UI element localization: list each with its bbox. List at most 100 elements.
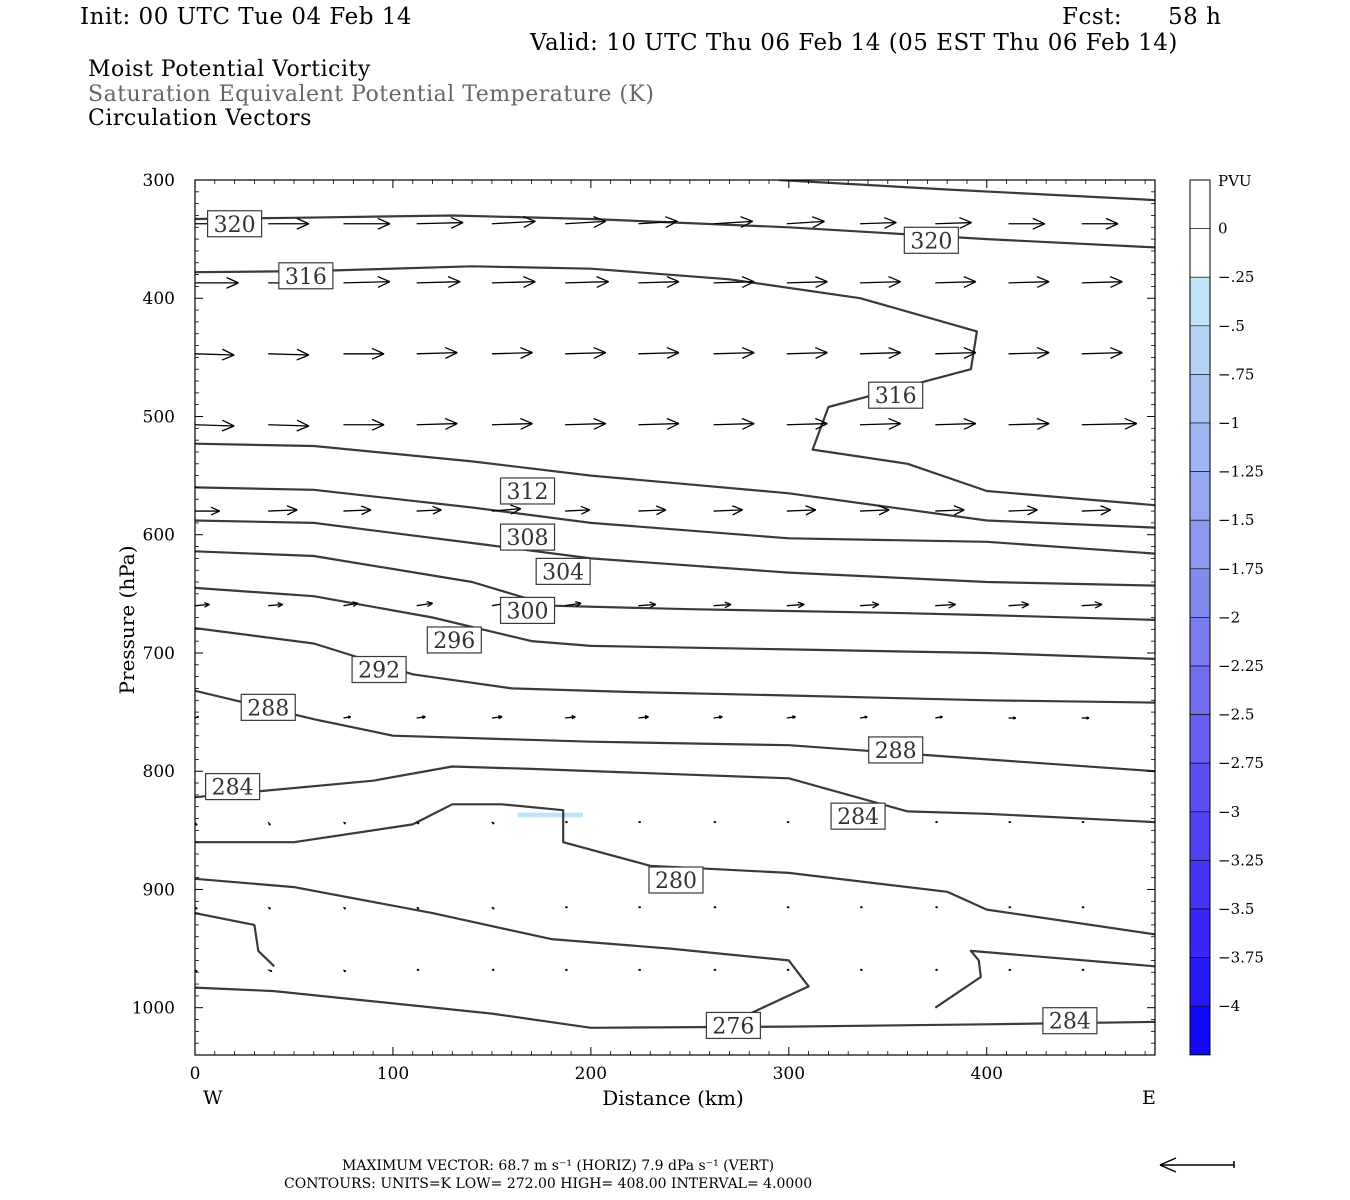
vector-arrow bbox=[1081, 968, 1085, 971]
east-label: E bbox=[1142, 1087, 1156, 1109]
pv-fill-layer bbox=[517, 812, 583, 818]
svg-text:292: 292 bbox=[358, 659, 400, 684]
svg-text:284: 284 bbox=[212, 776, 254, 801]
max-vector-arrow bbox=[1159, 1157, 1235, 1173]
vector-arrow bbox=[416, 821, 420, 825]
vector-arrow bbox=[491, 504, 522, 515]
colorbar-label: −1.75 bbox=[1218, 560, 1264, 578]
vector-arrow bbox=[491, 821, 495, 825]
vector-arrow bbox=[1008, 276, 1050, 289]
y-tick-label: 300 bbox=[143, 171, 175, 191]
vector-arrow bbox=[713, 276, 755, 289]
colorbar-frame bbox=[1189, 179, 1211, 1056]
svg-text:288: 288 bbox=[247, 696, 289, 721]
vector-arrow bbox=[565, 417, 607, 430]
vector-arrow bbox=[416, 276, 461, 288]
contour-label: 312 bbox=[499, 477, 556, 505]
vector-arrow bbox=[935, 906, 938, 909]
colorbar: PVU 0 −.25 −.5 −.75 −1 −1.25 −1.5 −1.75 −2 −2.25 −2… bbox=[1189, 172, 1264, 1056]
vector-arrow bbox=[786, 601, 805, 609]
theta-contours bbox=[195, 180, 1155, 1029]
vector-arrow bbox=[1008, 601, 1030, 609]
vector-arrow bbox=[491, 216, 536, 228]
vector-arrow bbox=[491, 906, 495, 910]
contour-info: CONTOURS: UNITS=K LOW= 272.00 HIGH= 408.… bbox=[284, 1176, 813, 1192]
contour-292 bbox=[195, 627, 1155, 704]
colorbar-swatch bbox=[1189, 568, 1211, 618]
vector-arrow bbox=[267, 969, 273, 973]
y-tick-label: 600 bbox=[143, 526, 175, 546]
vector-arrow bbox=[416, 417, 458, 430]
svg-text:304: 304 bbox=[542, 560, 584, 585]
colorbar-label: 0 bbox=[1218, 220, 1228, 238]
vector-arrow bbox=[416, 505, 442, 515]
vector-arrow bbox=[786, 346, 828, 359]
vector-arrow bbox=[195, 601, 210, 608]
colorbar-label: −2 bbox=[1218, 608, 1240, 626]
colorbar-label: −3.75 bbox=[1218, 949, 1264, 967]
vector-arrow bbox=[786, 505, 817, 516]
vector-arrow bbox=[786, 276, 828, 289]
y-tick-label: 900 bbox=[143, 880, 175, 900]
vector-arrow bbox=[638, 505, 667, 516]
vector-arrow bbox=[268, 601, 284, 608]
contour-312 bbox=[195, 442, 1155, 529]
vector-arrow bbox=[713, 715, 723, 720]
forecast-label: Fcst: bbox=[1062, 4, 1123, 30]
max-vector-info: MAXIMUM VECTOR: 68.7 m s⁻¹ (HORIZ) 7.9 d… bbox=[342, 1158, 775, 1174]
vector-arrow bbox=[713, 505, 743, 516]
vector-arrow bbox=[1008, 968, 1012, 971]
x-tick-label: 200 bbox=[575, 1064, 607, 1084]
vector-arrow bbox=[1081, 601, 1103, 609]
colorbar-label: −3 bbox=[1218, 803, 1240, 821]
contour-label: 320 bbox=[206, 210, 263, 238]
vector-arrow bbox=[268, 348, 310, 361]
vector-arrow bbox=[713, 417, 755, 430]
colorbar-swatch bbox=[1189, 228, 1211, 278]
vector-arrow bbox=[860, 968, 863, 971]
svg-text:316: 316 bbox=[875, 384, 917, 409]
contour-label: 288 bbox=[868, 736, 924, 764]
vector-arrow bbox=[1008, 346, 1050, 359]
vector-arrow bbox=[859, 715, 868, 719]
y-tick-label: 400 bbox=[143, 289, 175, 309]
colorbar-label: −3.25 bbox=[1218, 851, 1264, 869]
colorbar-title: PVU bbox=[1218, 172, 1252, 190]
contour-308 bbox=[195, 486, 1155, 555]
x-tick-label: 100 bbox=[377, 1064, 409, 1084]
colorbar-swatch bbox=[1189, 422, 1211, 472]
colorbar-label: −1.25 bbox=[1218, 463, 1264, 481]
contour-label: 292 bbox=[351, 655, 407, 684]
contour-label: 276 bbox=[705, 1011, 761, 1039]
colorbar-swatch bbox=[1189, 617, 1211, 667]
vector-arrow bbox=[268, 505, 298, 516]
contour-320 bbox=[778, 180, 1155, 202]
svg-text:316: 316 bbox=[285, 265, 327, 290]
vector-arrow bbox=[860, 601, 880, 609]
vector-arrow bbox=[416, 216, 464, 229]
vector-arrow bbox=[713, 216, 754, 229]
colorbar-swatch bbox=[1189, 374, 1211, 424]
colorbar-swatch bbox=[1189, 519, 1211, 570]
pv-negative-patch bbox=[517, 812, 583, 818]
contour-label: 280 bbox=[648, 866, 704, 894]
vector-arrow bbox=[565, 276, 609, 288]
vector-arrow bbox=[638, 968, 641, 971]
y-tick-label: 500 bbox=[143, 407, 175, 427]
vector-arrow bbox=[268, 419, 310, 432]
vector-arrow bbox=[416, 346, 458, 359]
vector-arrow bbox=[935, 968, 938, 971]
contour-300 bbox=[195, 550, 1155, 621]
colorbar-label: −.5 bbox=[1218, 317, 1245, 335]
svg-text:296: 296 bbox=[433, 629, 475, 654]
contour-288 bbox=[195, 689, 1155, 773]
vector-arrow bbox=[565, 968, 568, 971]
colorbar-swatch bbox=[1189, 860, 1211, 910]
x-axis-label: Distance (km) bbox=[602, 1086, 744, 1110]
vector-arrow bbox=[491, 276, 536, 288]
vector-arrow bbox=[638, 601, 657, 609]
vector-arrow bbox=[713, 601, 732, 609]
vector-arrow bbox=[860, 505, 890, 516]
vector-arrow bbox=[1081, 505, 1112, 516]
colorbar-label: −2.25 bbox=[1218, 657, 1264, 675]
